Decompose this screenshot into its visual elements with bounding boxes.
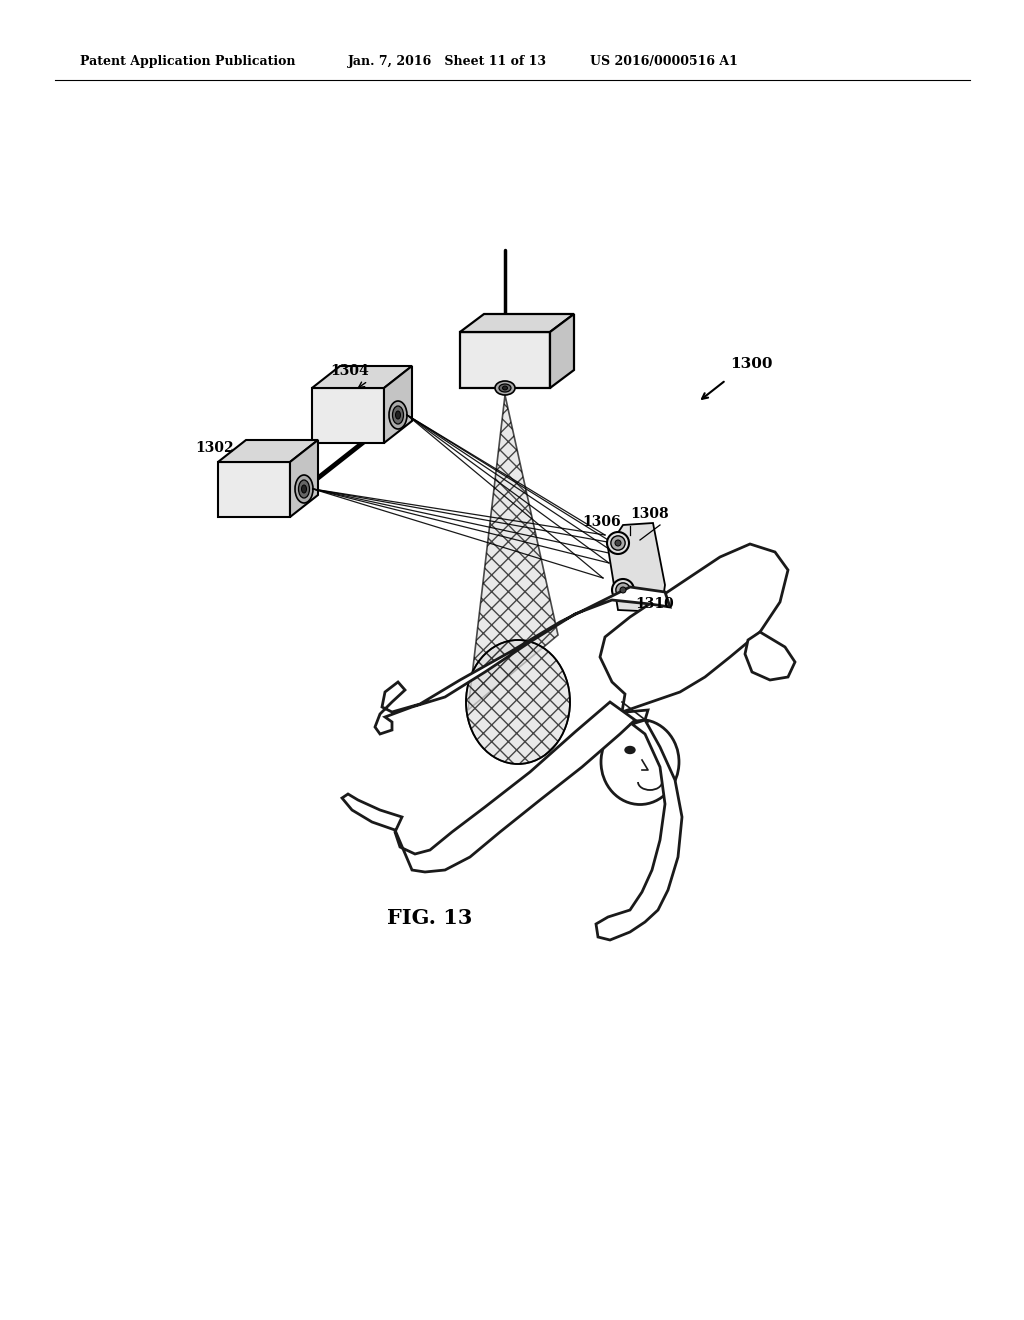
- Polygon shape: [608, 523, 665, 612]
- Polygon shape: [375, 587, 670, 734]
- Polygon shape: [218, 462, 290, 517]
- Polygon shape: [460, 333, 550, 388]
- Ellipse shape: [389, 401, 407, 429]
- Ellipse shape: [495, 381, 515, 395]
- Ellipse shape: [499, 384, 511, 392]
- Polygon shape: [745, 632, 795, 680]
- Text: 1300: 1300: [730, 356, 772, 371]
- Text: Jan. 7, 2016   Sheet 11 of 13: Jan. 7, 2016 Sheet 11 of 13: [348, 55, 547, 69]
- Ellipse shape: [620, 587, 626, 593]
- Polygon shape: [600, 544, 788, 711]
- Ellipse shape: [601, 719, 679, 804]
- Ellipse shape: [503, 385, 508, 389]
- Ellipse shape: [299, 480, 309, 498]
- Polygon shape: [460, 314, 574, 333]
- Text: 1306: 1306: [582, 515, 621, 529]
- Text: 1302: 1302: [195, 441, 233, 455]
- Ellipse shape: [615, 583, 630, 597]
- Polygon shape: [290, 440, 318, 517]
- Polygon shape: [342, 702, 635, 873]
- Text: 1308: 1308: [630, 507, 669, 521]
- Ellipse shape: [625, 747, 635, 754]
- Text: 1304: 1304: [330, 364, 369, 378]
- Polygon shape: [626, 710, 648, 722]
- Ellipse shape: [611, 536, 625, 550]
- Ellipse shape: [607, 532, 629, 554]
- Ellipse shape: [295, 475, 313, 503]
- Ellipse shape: [301, 484, 306, 492]
- Text: Patent Application Publication: Patent Application Publication: [80, 55, 296, 69]
- Ellipse shape: [395, 411, 400, 418]
- Polygon shape: [468, 395, 558, 710]
- Polygon shape: [218, 440, 318, 462]
- Text: FIG. 13: FIG. 13: [387, 908, 473, 928]
- Ellipse shape: [612, 579, 634, 601]
- Text: US 2016/0000516 A1: US 2016/0000516 A1: [590, 55, 738, 69]
- Polygon shape: [550, 314, 574, 388]
- Polygon shape: [384, 366, 412, 444]
- Ellipse shape: [392, 407, 403, 424]
- Text: 1310: 1310: [635, 597, 674, 611]
- Polygon shape: [312, 366, 412, 388]
- Polygon shape: [312, 388, 384, 444]
- Ellipse shape: [615, 540, 621, 546]
- Polygon shape: [596, 719, 682, 940]
- Ellipse shape: [466, 640, 570, 764]
